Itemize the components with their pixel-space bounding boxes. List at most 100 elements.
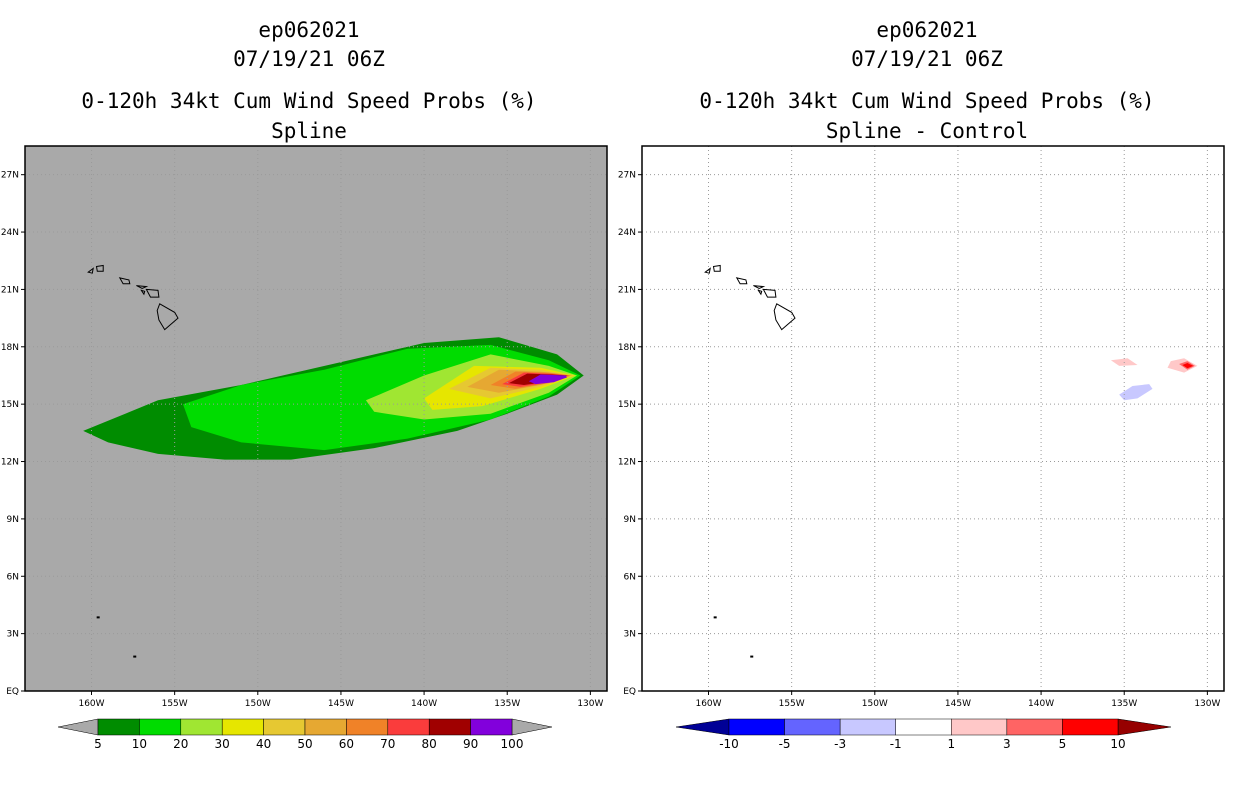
- y-tick-label: 12N: [618, 458, 636, 468]
- y-tick-label: EQ: [6, 687, 19, 697]
- y-tick-label: 27N: [618, 171, 636, 181]
- y-tick-label: EQ: [623, 687, 636, 697]
- island-outline-4: [145, 288, 160, 298]
- colorbar-under-triangle: [675, 718, 730, 736]
- island-outline-5: [757, 289, 763, 296]
- grid-lines: [642, 146, 1224, 691]
- colorbar-swatch: [139, 718, 182, 736]
- x-tick-label: 130W: [577, 699, 603, 709]
- map-frame: [24, 145, 608, 692]
- island-outline-5: [140, 289, 146, 296]
- island-outline-6: [156, 303, 179, 331]
- contour-neg1-4: [1119, 384, 1153, 401]
- atoll-1: [133, 655, 137, 658]
- colorbar-swatch: [839, 718, 896, 736]
- y-tick-label: 9N: [7, 515, 19, 525]
- atoll-0: [713, 616, 717, 619]
- right-chart-subtitle: Spline - Control: [825, 119, 1029, 143]
- island-outline-0: [87, 267, 94, 274]
- left-map-panel: 160W 155W 150W 145W 140W 135W 130W EQ 3N 6N 9N 12N 1…: [1, 145, 608, 709]
- left-colorbar: 5 10 20 30 40 50 60 70 80 90 100: [57, 718, 553, 751]
- y-tick-label: 18N: [618, 343, 636, 353]
- colorbar-label: 1: [947, 737, 955, 751]
- colorbar-swatch: [304, 718, 347, 736]
- right-colorbar: -10 -5 -3 -1 1 3 5 10: [675, 718, 1172, 751]
- colorbar-label: -3: [834, 737, 846, 751]
- right-datetime: 07/19/21 06Z: [851, 47, 1003, 71]
- x-tick-label: 135W: [494, 699, 520, 709]
- colorbar-over-triangle: [511, 718, 553, 736]
- colorbar-swatch: [346, 718, 389, 736]
- colorbar-label: 70: [380, 737, 395, 751]
- atoll-1: [750, 655, 754, 658]
- atoll-0: [96, 616, 100, 619]
- left-storm-id: ep062021: [258, 18, 360, 42]
- colorbar-label: -5: [779, 737, 791, 751]
- island-outline-3: [136, 285, 149, 290]
- y-tick-label: 21N: [618, 285, 636, 295]
- colorbar-swatch: [97, 718, 140, 736]
- colorbar-swatch: [428, 718, 471, 736]
- colorbar-swatch: [1062, 718, 1119, 736]
- colorbar-swatch: [895, 718, 952, 736]
- colorbar-label: 50: [297, 737, 312, 751]
- map-background: [642, 146, 1224, 691]
- colorbar-label: 30: [215, 737, 230, 751]
- x-tick-label: 160W: [695, 699, 721, 709]
- x-tick-label: 140W: [411, 699, 437, 709]
- colorbar-over-triangle: [1117, 718, 1172, 736]
- colorbar-swatch: [1006, 718, 1063, 736]
- y-tick-label: 18N: [1, 343, 19, 353]
- colorbar-swatch: [221, 718, 264, 736]
- y-tick-label: 15N: [1, 400, 19, 410]
- colorbar-swatch: [263, 718, 306, 736]
- colorbar-label: -1: [890, 737, 902, 751]
- x-tick-label: 145W: [328, 699, 354, 709]
- y-tick-label: 21N: [1, 285, 19, 295]
- grid-lines: [25, 146, 607, 691]
- y-tick-label: 6N: [7, 572, 19, 582]
- y-tick-label: 15N: [618, 400, 636, 410]
- x-tick-label: 140W: [1028, 699, 1054, 709]
- colorbar-label: 10: [132, 737, 147, 751]
- colorbar-under-triangle: [57, 718, 99, 736]
- right-chart-title: 0-120h 34kt Cum Wind Speed Probs (%): [699, 89, 1155, 113]
- island-outline-1: [95, 264, 104, 272]
- y-tick-label: 3N: [7, 630, 19, 640]
- contour-5-3: [1182, 363, 1194, 369]
- left-datetime: 07/19/21 06Z: [233, 47, 385, 71]
- colorbar-label: 100: [501, 737, 524, 751]
- colorbar-label: 5: [1059, 737, 1067, 751]
- island-outline-4: [762, 288, 777, 298]
- colorbar-label: 90: [463, 737, 478, 751]
- left-chart-subtitle: Spline: [271, 119, 347, 143]
- colorbar-label: 20: [173, 737, 188, 751]
- y-tick-label: 24N: [1, 228, 19, 238]
- x-tick-label: 130W: [1194, 699, 1220, 709]
- x-tick-label: 155W: [779, 699, 805, 709]
- map-frame: [641, 145, 1225, 692]
- colorbar-label: 10: [1110, 737, 1125, 751]
- colorbar-swatch: [728, 718, 785, 736]
- left-chart-title: 0-120h 34kt Cum Wind Speed Probs (%): [81, 89, 537, 113]
- island-outline-0: [704, 267, 711, 274]
- x-tick-label: 160W: [78, 699, 104, 709]
- x-tick-label: 150W: [245, 699, 271, 709]
- island-outline-2: [735, 277, 748, 285]
- colorbar-swatch: [387, 718, 430, 736]
- y-tick-label: 24N: [618, 228, 636, 238]
- colorbar-label: 60: [339, 737, 354, 751]
- island-outline-6: [773, 303, 796, 331]
- right-storm-id: ep062021: [876, 18, 978, 42]
- island-outline-3: [753, 285, 766, 290]
- y-tick-label: 27N: [1, 171, 19, 181]
- island-outline-1: [712, 264, 721, 272]
- y-tick-label: 12N: [1, 458, 19, 468]
- y-tick-label: 3N: [624, 630, 636, 640]
- x-tick-label: 135W: [1111, 699, 1137, 709]
- y-tick-label: 9N: [624, 515, 636, 525]
- x-tick-label: 155W: [162, 699, 188, 709]
- colorbar-label: 80: [422, 737, 437, 751]
- colorbar-label: 3: [1003, 737, 1011, 751]
